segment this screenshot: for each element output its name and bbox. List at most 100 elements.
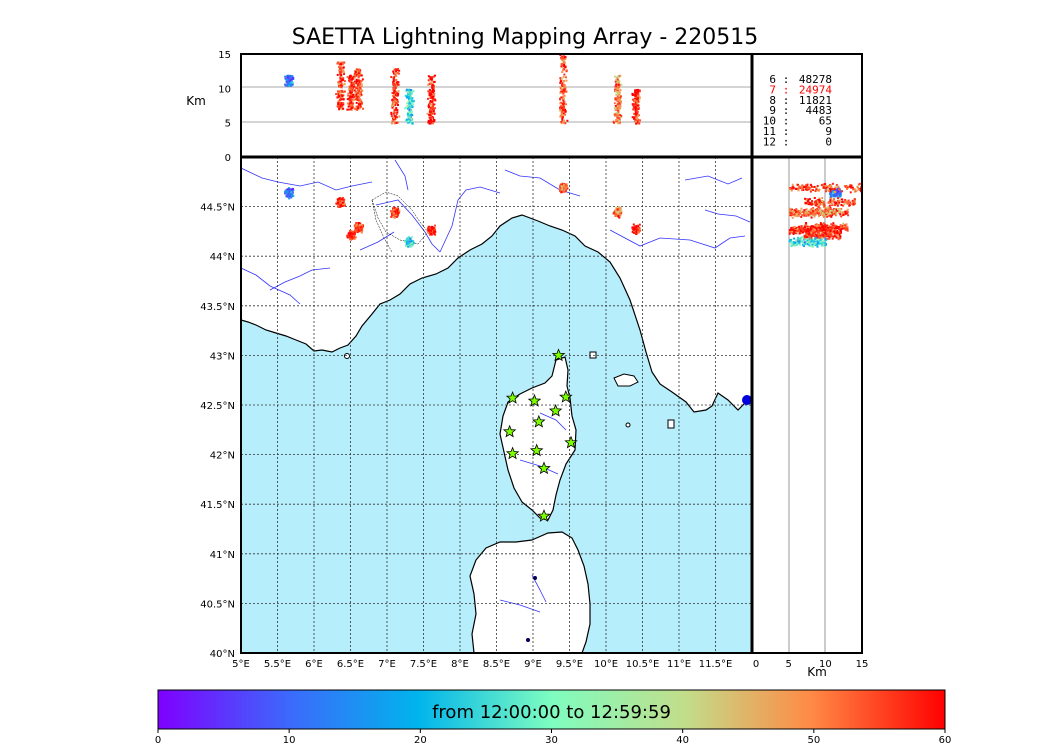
lightning-source-point <box>635 98 638 101</box>
lightning-source-point <box>811 189 814 192</box>
colorbar: 0 10 20 30 40 50 60 <box>155 689 951 746</box>
lightning-source-point <box>822 236 825 239</box>
lightning-source-point <box>849 201 852 204</box>
lightning-source-point <box>796 242 799 245</box>
lightning-source-point <box>348 75 351 78</box>
lightning-source-point <box>342 69 345 72</box>
count-value: 4483 <box>806 104 833 117</box>
lightning-source-point <box>394 209 397 212</box>
lightning-source-point <box>803 245 806 248</box>
lightning-source-point <box>806 183 809 186</box>
lightning-source-point <box>803 241 806 244</box>
lon-tick-label: 10.5°E <box>626 659 660 670</box>
lightning-source-point <box>432 86 435 89</box>
lightning-source-point <box>803 210 806 213</box>
lightning-source-point <box>559 80 562 83</box>
lightning-source-point <box>393 68 396 71</box>
lightning-source-point <box>392 99 395 102</box>
lightning-source-point <box>616 208 619 211</box>
lightning-source-point <box>816 199 819 202</box>
lightning-source-point <box>392 72 395 75</box>
lightning-source-point <box>633 112 636 115</box>
lightning-source-point <box>804 242 807 245</box>
lightning-source-point <box>429 96 432 99</box>
lightning-source-point <box>830 203 833 206</box>
lightning-source-point <box>339 72 342 75</box>
lightning-source-point <box>614 113 617 116</box>
lightning-source-point <box>844 224 847 227</box>
lightning-source-point <box>834 204 837 207</box>
lightning-source-point <box>849 202 852 205</box>
lightning-source-point <box>433 74 436 77</box>
lightning-source-point <box>412 100 415 103</box>
lightning-source-point <box>822 203 825 206</box>
lightning-source-point <box>338 103 341 106</box>
lightning-source-point <box>807 240 810 243</box>
lon-tick-label: 7.5°E <box>410 659 437 670</box>
lightning-source-point <box>796 211 799 214</box>
lightning-source-point <box>839 195 842 198</box>
lightning-source-point <box>339 97 342 100</box>
lightning-source-point <box>838 192 841 195</box>
lightning-source-point <box>808 242 811 245</box>
lon-tick-label: 6°E <box>305 659 323 670</box>
lightning-source-point <box>561 188 564 191</box>
lightning-source-point <box>637 119 640 122</box>
lightning-source-point <box>817 233 820 236</box>
lightning-source-point <box>828 237 831 240</box>
lightning-source-point <box>813 226 816 229</box>
lightning-source-point <box>291 195 294 198</box>
lightning-source-point <box>335 202 338 205</box>
lightning-source-point <box>408 242 411 245</box>
lightning-source-point <box>852 203 855 206</box>
lightning-source-point <box>409 100 412 103</box>
lightning-source-point <box>560 63 563 66</box>
lightning-source-point <box>290 192 293 195</box>
lightning-source-point <box>614 80 617 83</box>
lightning-source-point <box>826 238 829 241</box>
lightning-source-point <box>814 225 817 228</box>
lightning-source-point <box>790 187 793 190</box>
lightning-source-point <box>829 199 832 202</box>
lightning-source-point <box>356 98 359 101</box>
lightning-source-point <box>559 90 562 93</box>
lightning-source-point <box>801 231 804 234</box>
lightning-source-point <box>393 111 396 114</box>
side-alt-tick-label: 15 <box>856 659 869 670</box>
lightning-source-point <box>562 56 565 59</box>
lightning-source-point <box>817 230 820 233</box>
lightning-source-point <box>804 197 807 200</box>
lightning-source-point <box>634 95 637 98</box>
lightning-source-point <box>633 100 636 103</box>
lightning-source-point <box>843 202 846 205</box>
lightning-source-point <box>561 55 564 58</box>
lightning-source-point <box>353 235 356 238</box>
star-icon <box>502 424 517 438</box>
lightning-source-point <box>560 185 563 188</box>
lightning-source-point <box>354 108 357 111</box>
lightning-source-point <box>632 104 635 107</box>
lightning-source-point <box>433 93 436 96</box>
lightning-source-point <box>407 115 410 118</box>
lightning-source-point <box>430 82 433 85</box>
lightning-source-point <box>821 211 824 214</box>
lightning-source-point <box>616 106 619 109</box>
lightning-source-point <box>853 198 856 201</box>
lightning-source-point <box>805 212 808 215</box>
lightning-source-point <box>431 100 434 103</box>
lightning-source-point <box>615 83 618 86</box>
lightning-source-point <box>405 244 408 247</box>
lightning-source-point <box>394 108 397 111</box>
lightning-source-point <box>830 193 833 196</box>
lightning-source-point <box>792 186 795 189</box>
lightning-source-point <box>428 116 431 119</box>
lightning-source-point <box>814 211 817 214</box>
lightning-source-point <box>803 213 806 216</box>
lightning-source-point <box>826 188 829 191</box>
count-separator: : <box>783 83 790 96</box>
lightning-source-point <box>844 227 847 230</box>
lightning-source-point <box>815 239 818 242</box>
lightning-source-point <box>357 223 360 226</box>
lightning-source-point <box>396 109 399 112</box>
lightning-source-point <box>810 185 813 188</box>
